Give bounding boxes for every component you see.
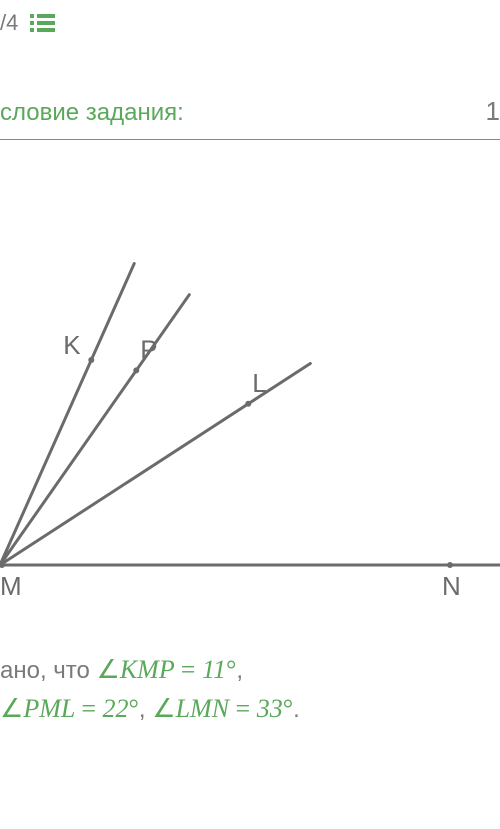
progress-text: /4 bbox=[0, 10, 18, 36]
section-header: словие задания: 1 bbox=[0, 46, 500, 140]
top-bar: /4 bbox=[0, 0, 500, 46]
svg-text:L: L bbox=[252, 368, 266, 398]
list-icon[interactable] bbox=[30, 14, 55, 32]
angle-pml: ∠PML = 22° bbox=[0, 694, 139, 723]
given-prefix: ано, что bbox=[0, 657, 90, 684]
svg-text:P: P bbox=[140, 334, 157, 364]
svg-text:K: K bbox=[63, 330, 81, 360]
geometry-diagram: K P L N M bbox=[0, 170, 500, 610]
section-label: словие задания: bbox=[0, 99, 184, 127]
given-text: ано, что ∠KMP = 11°, ∠PML = 22°, ∠LMN = … bbox=[0, 650, 500, 728]
section-right: 1 bbox=[486, 96, 500, 127]
svg-text:N: N bbox=[442, 571, 461, 601]
svg-text:M: M bbox=[0, 571, 22, 601]
angle-lmn: ∠LMN = 33° bbox=[152, 694, 293, 723]
angle-kmp: ∠KMP = 11° bbox=[97, 655, 237, 684]
